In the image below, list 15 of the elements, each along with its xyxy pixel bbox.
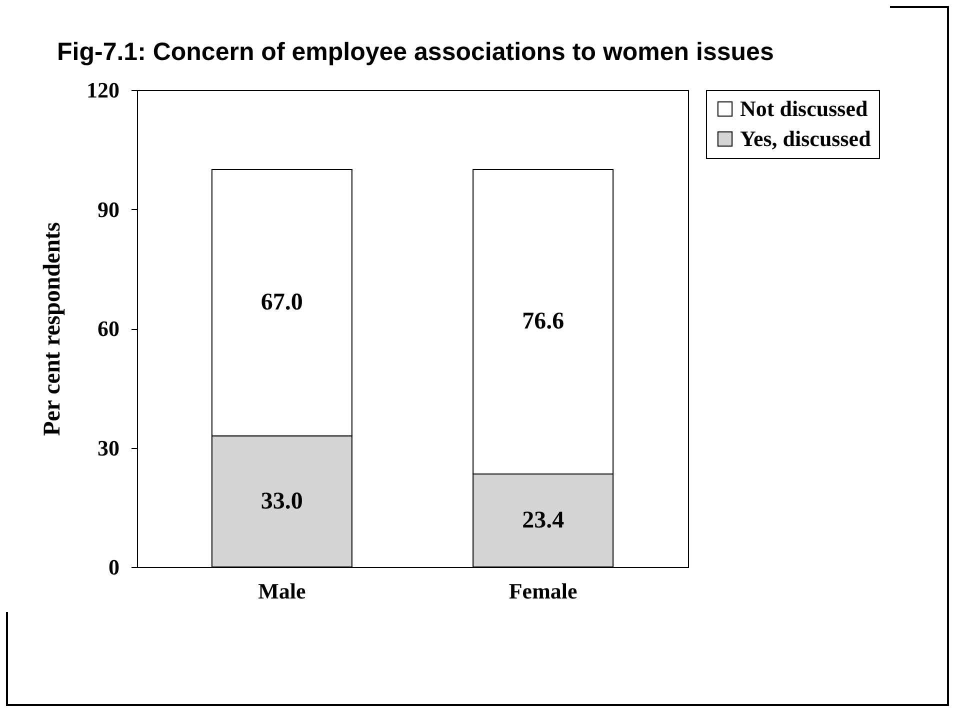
x-tick-label: Male xyxy=(258,578,306,604)
data-label: 23.4 xyxy=(522,507,564,534)
y-tick-label: 0 xyxy=(108,554,120,580)
legend-label: Yes, discussed xyxy=(740,126,871,151)
data-label: 33.0 xyxy=(260,488,303,514)
legend-label: Not discussed xyxy=(740,96,868,121)
y-tick-label: 60 xyxy=(98,316,120,341)
data-label: 76.6 xyxy=(522,308,564,335)
y-axis-title: Per cent respondents xyxy=(40,222,66,436)
y-tick-label: 30 xyxy=(98,435,120,460)
chart-title: Fig-7.1: Concern of employee associations to women issues xyxy=(57,38,774,66)
data-label: 67.0 xyxy=(260,290,303,316)
y-tick-label: 90 xyxy=(98,196,120,222)
x-tick-label: Female xyxy=(508,578,578,604)
y-tick-label: 120 xyxy=(86,78,120,102)
